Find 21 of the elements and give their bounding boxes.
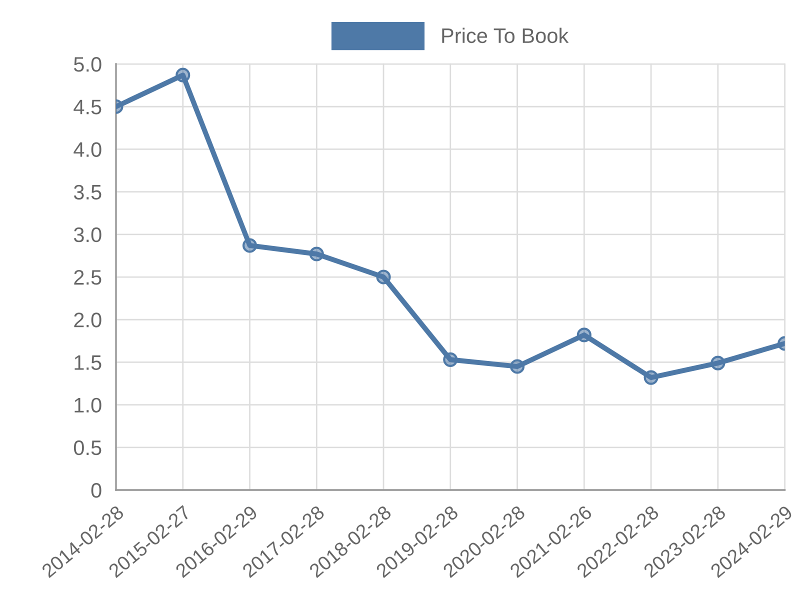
y-tick-label: 2.0 bbox=[74, 312, 102, 328]
y-tick-label: 1.0 bbox=[74, 398, 102, 413]
y-tick-label: 3.5 bbox=[74, 184, 102, 200]
point bbox=[644, 370, 658, 385]
point bbox=[510, 359, 525, 374]
y-tick-label: 2.5 bbox=[74, 270, 102, 285]
y-tick-label: 4.5 bbox=[74, 100, 102, 114]
y-tick-label: 4.0 bbox=[74, 142, 102, 157]
point bbox=[710, 356, 726, 370]
y-tick-label: 3.0 bbox=[74, 227, 102, 242]
point bbox=[443, 352, 458, 367]
point bbox=[242, 238, 258, 253]
point bbox=[376, 270, 391, 284]
y-tick-label: 0.5 bbox=[74, 440, 102, 456]
point bbox=[576, 328, 592, 342]
y-tick-label: 1.5 bbox=[74, 355, 102, 370]
point bbox=[176, 68, 190, 82]
y-tick-label: 0 bbox=[91, 483, 102, 498]
point bbox=[309, 246, 324, 262]
y-tick-label: 5.0 bbox=[74, 57, 102, 72]
legend-label: Price To Book bbox=[442, 28, 569, 44]
